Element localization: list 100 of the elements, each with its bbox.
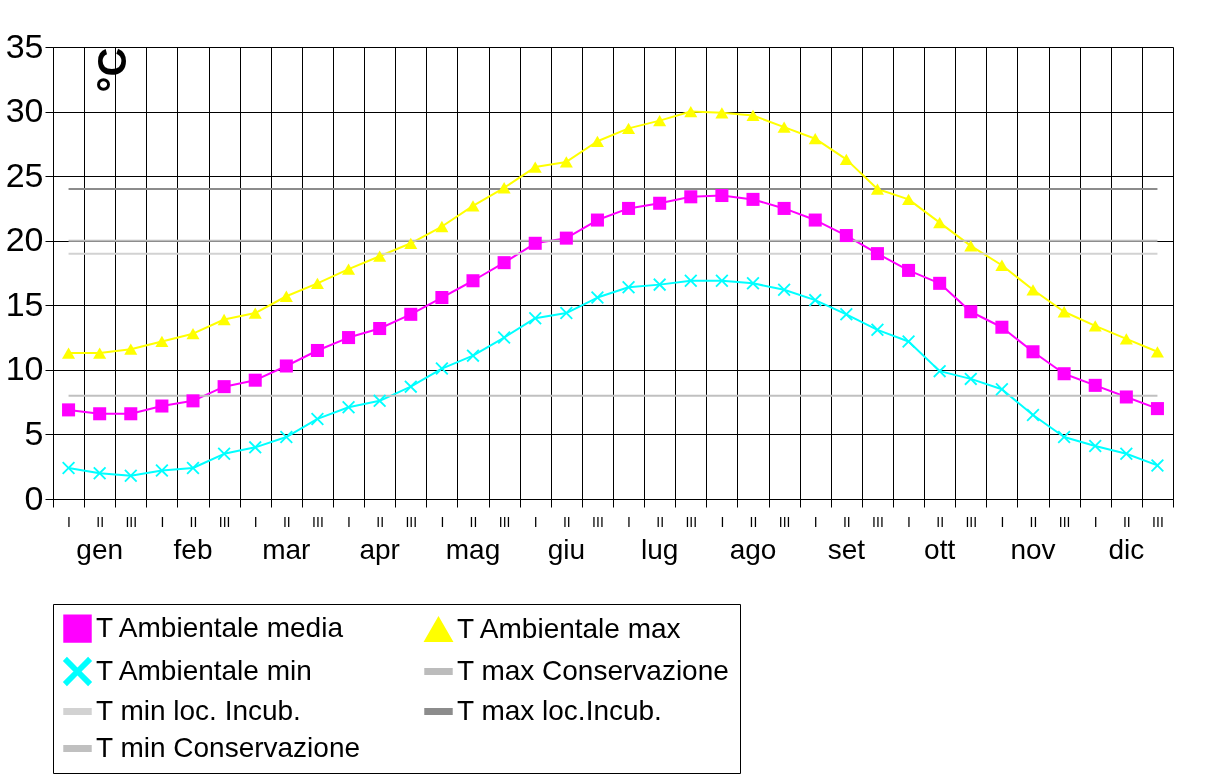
point [528,236,542,250]
point [373,322,387,336]
point [1026,284,1040,296]
x-tick-label: III [778,513,791,530]
point [590,213,604,227]
point [715,189,729,203]
point [248,373,262,387]
point [870,247,884,261]
point [248,440,262,454]
x-tick-label: II [656,513,665,530]
x-tick-label: II [842,513,851,530]
x-tick-label: II [96,513,105,530]
point [62,347,76,359]
point [528,311,542,325]
point [902,263,916,277]
point [310,277,324,289]
point [1057,306,1071,318]
legend-label: T min loc. Incub. [96,694,301,726]
y-tick-label: 30 [5,91,44,130]
point [124,407,138,421]
point [559,231,573,245]
y-tick-label: 0 [24,478,44,517]
point [1026,408,1040,422]
point [435,291,449,305]
point [622,201,636,215]
point [653,278,667,292]
point [1119,390,1133,404]
point [590,291,604,305]
x-tick-label: III [405,513,418,530]
point [248,307,262,319]
text: ott [924,534,956,565]
point [839,229,853,243]
text: giu [547,534,586,565]
point [964,372,978,386]
point [933,216,947,229]
point [622,280,636,294]
x-tick-label: III [125,513,138,530]
x-tick-label: II [376,513,385,530]
point [155,399,169,413]
point [1057,367,1071,381]
legend-label: T Ambientale media [96,611,344,643]
x-tick-label: I [813,513,818,530]
text: set [827,534,866,565]
point [124,343,138,355]
point [93,466,107,480]
point [590,135,604,147]
y-tick-label: 25 [5,155,44,194]
x-tick-label: II [749,513,758,530]
text: gen [76,534,124,565]
point [217,447,231,461]
text: feb [173,534,213,565]
x-tick-label: III [312,513,324,530]
x-tick-label: II [562,513,571,530]
point [1088,320,1102,332]
point [466,200,480,212]
legend-label: T min Conservazione [96,731,361,763]
x-tick-label: III [1058,513,1071,530]
point [1119,447,1133,461]
x-tick-label: III [592,513,604,530]
x-tick-label: I [720,513,725,530]
point [1150,402,1164,416]
point [217,313,231,326]
point [777,201,791,215]
legend-label: T Ambientale min [96,654,312,686]
point [653,196,667,210]
point [373,250,387,262]
point [933,276,947,290]
x-tick-label: I [440,513,445,530]
x-tick-label: I [907,513,911,530]
point [1088,439,1102,453]
point [342,331,356,345]
point [653,114,667,127]
point [1026,345,1040,359]
point [995,382,1009,396]
point [622,122,636,135]
point [1088,378,1102,392]
point [964,240,978,252]
text: nov [1010,534,1056,565]
point [62,403,76,417]
point [715,107,729,119]
point [279,359,293,373]
x-tick-label: II [1029,513,1038,530]
x-tick-label: III [218,513,231,530]
point [497,182,511,194]
point [93,347,107,359]
legend-label: T max Conservazione [457,654,729,686]
point [342,263,356,275]
point [684,274,698,288]
y-tick-label: 15 [5,284,44,323]
point [777,121,791,133]
y-tick-label: 35 [5,26,44,65]
x-tick-label: II [936,513,945,530]
point [186,328,200,340]
y-tick-label: 5 [24,413,44,452]
x-tick-label: III [965,513,978,530]
legend-label: T Ambientale max [457,612,681,644]
x-tick-label: I [67,513,71,530]
point [933,364,947,378]
x-tick-label: I [253,513,258,530]
point [1150,346,1164,358]
